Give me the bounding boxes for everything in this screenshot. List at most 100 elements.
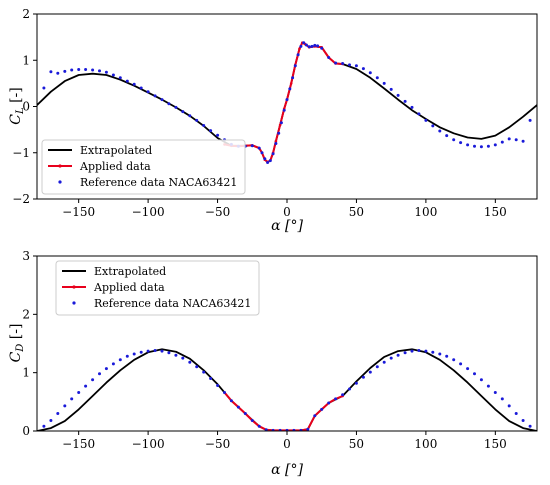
cd-reference-point-50 [389,356,393,360]
cd-reference-point-17 [160,349,164,353]
cd-x-tick-label: 0 [283,437,291,451]
cl-reference-point-76 [479,145,483,149]
cd-reference-point-5 [77,391,81,394]
cl-reference-point-75 [473,144,476,148]
cd-series-extrapolated-line [37,348,537,431]
cd-reference-point-37 [299,428,303,431]
cd-x-tick-label: 50 [349,437,364,451]
cl-reference-point-24 [209,129,213,133]
cd-reference-point-53 [410,349,414,353]
cd-x-tick-label: −150 [62,437,95,451]
cl-reference-point-82 [521,139,525,143]
cd-x-tick-label: 150 [484,437,507,451]
cd-reference-point-38 [306,427,310,431]
cl-legend-box [41,139,246,195]
cd-reference-point-64 [486,384,490,388]
cd-reference-point-44 [348,387,351,391]
cl-reference-point-61 [375,76,379,80]
cl-applied-data-marker-11 [274,139,278,143]
cl-y-ticks: −2 −1 0 1 2 [12,7,37,206]
cd-reference-point-51 [396,353,400,357]
cd-y-ticks: 0 1 2 3 [22,249,37,438]
cl-reference-point-19 [174,105,178,109]
cl-reference-point-54 [327,56,331,59]
cd-reference-point-9 [104,367,108,371]
cl-reference-point-77 [486,144,490,148]
cd-reference-point-24 [209,377,213,380]
cl-x-tick-label: −150 [62,205,95,219]
cl-reference-point-71 [445,134,449,138]
cd-reference-point-20 [181,356,185,360]
cl-reference-point-60 [368,71,372,75]
cd-reference-point-31 [257,424,261,428]
cd-reference-point-68 [514,412,518,415]
cd-reference-point-4 [70,397,74,401]
cd-legend-swatch-reference [72,301,76,305]
cl-reference-point-43 [291,76,295,80]
cl-reference-point-72 [452,138,456,142]
cl-plot: −150 −100 −50 0 50 100 150 −2 −1 0 1 2 α [°] CL [-… [8,7,538,234]
cd-reference-point-29 [243,412,247,415]
cd-x-tick-label: −100 [132,437,165,451]
cl-reference-point-38 [277,131,281,135]
cd-reference-point-19 [174,353,178,357]
cl-reference-point-32 [260,151,264,155]
cd-x-tick-label: 100 [414,437,437,451]
cd-reference-point-25 [216,384,220,387]
cd-reference-point-10 [111,362,115,366]
cd-x-ticks: −150 −100 −50 0 50 100 150 [62,431,507,451]
cd-reference-point-13 [132,352,136,356]
cd-reference-point-49 [382,360,386,364]
cd-reference-point-2 [56,412,60,415]
cl-reference-point-39 [279,121,283,125]
cd-x-tick-label: −50 [205,437,230,451]
cl-y-axis-label: CL [-] [8,87,26,124]
cl-applied-data-marker-12 [278,123,282,127]
cd-reference-point-54 [417,349,421,352]
cl-reference-point-5 [77,68,81,71]
cl-reference-point-13 [132,82,136,86]
cl-x-tick-label: −50 [205,205,230,219]
cl-reference-point-48 [304,43,308,47]
cl-reference-point-58 [354,64,358,68]
cl-reference-point-80 [507,137,511,141]
cl-reference-point-21 [188,114,192,118]
cl-legend-label-extrapolated: Extrapolated [80,144,152,157]
cd-reference-point-42 [334,397,338,401]
cl-reference-point-51 [313,43,317,47]
cd-reference-point-46 [361,375,365,379]
cl-reference-point-67 [417,112,421,116]
cl-reference-point-63 [389,87,393,91]
cl-reference-point-0 [42,86,46,90]
cl-x-tick-label: −100 [132,205,165,219]
cl-reference-point-18 [167,102,171,106]
cd-reference-point-12 [125,354,129,358]
cl-y-tick-label: 0 [22,100,30,114]
cl-y-tick-label: 2 [22,7,30,21]
cl-reference-point-37 [274,142,278,145]
cd-reference-point-11 [118,358,122,362]
cd-reference-point-30 [250,419,254,422]
cd-reference-point-65 [493,391,497,394]
cd-legend-label-applied: Applied data [93,281,165,294]
cl-x-tick-label: 0 [283,205,291,219]
cl-legend-label-applied: Applied data [79,160,151,173]
cd-y-axis-label-unit: [-] [8,324,24,344]
cd-y-axis-label: CD [-] [8,324,26,363]
cl-reference-point-64 [396,93,400,97]
cl-reference-point-34 [266,161,270,164]
cd-legend-label-extrapolated: Extrapolated [94,265,166,278]
cd-plot: −150 −100 −50 0 50 100 150 0 1 2 3 α [°] CD [-] E… [8,249,538,478]
cl-reference-point-42 [288,87,292,91]
cl-reference-point-41 [285,98,289,102]
cl-y-tick-label: −1 [12,146,30,160]
cl-x-tick-label: 50 [349,205,364,219]
cl-reference-point-12 [125,79,129,83]
cd-reference-point-21 [188,360,192,364]
cl-reference-point-74 [466,143,470,147]
cl-reference-point-78 [493,143,497,147]
cd-reference-point-69 [521,419,525,422]
cd-reference-point-61 [466,367,470,371]
cl-reference-point-83 [528,118,532,122]
cd-y-tick-label: 3 [22,249,30,263]
